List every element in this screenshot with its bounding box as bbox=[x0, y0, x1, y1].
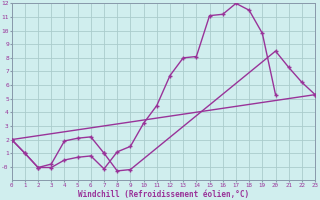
X-axis label: Windchill (Refroidissement éolien,°C): Windchill (Refroidissement éolien,°C) bbox=[78, 190, 249, 199]
